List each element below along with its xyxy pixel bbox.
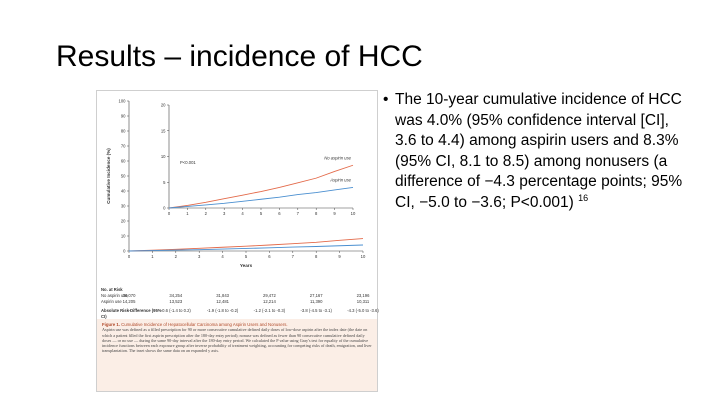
y-tick-label: 0 [123, 249, 126, 254]
inset-y-tick-label: 10 [161, 154, 166, 159]
x-tick-label: 6 [268, 254, 271, 259]
bullet-item: • The 10-year cumulative incidence of HC… [383, 90, 683, 214]
risk-difference-cell: -0.6 (-1.4 to 0.2) [160, 308, 191, 313]
y-tick-label: 40 [121, 189, 126, 194]
x-tick-label: 8 [315, 254, 318, 259]
figure-title: Cumulative Incidence of Hepatocellular C… [121, 322, 288, 327]
inset-y-tick-label: 5 [163, 180, 166, 185]
x-axis-label: Years [240, 263, 253, 268]
x-tick-label: 9 [338, 254, 341, 259]
inset-x-tick-label: 5 [260, 211, 263, 216]
series-label: Aspirin use [329, 177, 351, 182]
risk-cell: 27,167 [309, 293, 323, 298]
figure-caption: Figure 1. Cumulative Incidence of Hepato… [97, 319, 377, 391]
figure-panel: 0 10 20 30 40 50 60 70 80 90 100 0 1 2 3 4 5 6 7 8 9 10 Years C… [96, 90, 379, 392]
risk-row-label: No aspirin use [101, 293, 128, 298]
y-tick-label: 90 [121, 114, 126, 119]
x-tick-label: 2 [175, 254, 178, 259]
x-tick-label: 0 [128, 254, 131, 259]
inset-x-tick-label: 6 [278, 211, 281, 216]
risk-row-aspirin: Aspirin use 14,205 13,523 12,481 12,214 11,3… [101, 299, 373, 305]
risk-cell: 23,196 [356, 293, 370, 298]
y-tick-label: 100 [119, 99, 127, 104]
risk-difference-row: Absolute Risk Difference (95% CI) — -0.6 … [101, 308, 379, 319]
inset-x-tick-label: 10 [351, 211, 356, 216]
y-tick-label: 60 [121, 159, 126, 164]
risk-difference-cell: -1.9 (-1.8 to -0.2) [206, 308, 239, 313]
inset-x-tick-label: 9 [333, 211, 336, 216]
risk-table: No. at Risk No aspirin use 36,070 34,254 3… [101, 287, 379, 319]
inset-x-tick-label: 1 [186, 211, 189, 216]
risk-difference-cell: -4.3 (-5.0 to -3.6) [347, 308, 379, 313]
x-tick-label: 3 [198, 254, 201, 259]
inset-y-tick-label: 20 [161, 103, 166, 108]
inset-y-tick-label: 15 [161, 128, 166, 133]
risk-difference-cell: — [126, 308, 132, 313]
y-tick-label: 70 [121, 144, 126, 149]
inset-x-tick-label: 8 [315, 211, 318, 216]
y-tick-label: 20 [121, 219, 126, 224]
inset-x-tick-label: 7 [297, 211, 300, 216]
figure-label: Figure 1. [102, 322, 120, 327]
risk-cell: 29,472 [262, 293, 276, 298]
y-tick-label: 10 [121, 234, 126, 239]
x-tick-label: 7 [292, 254, 295, 259]
inset-x-tick-label: 2 [205, 211, 208, 216]
risk-difference-cell: -1.2 (-2.1 to -0.3) [253, 308, 286, 313]
risk-row-label: Aspirin use [101, 299, 122, 304]
risk-cell: 31,843 [216, 293, 229, 298]
bullet-text: The 10-year cumulative incidence of HCC … [395, 91, 683, 211]
risk-row-no-aspirin: No aspirin use 36,070 34,254 31,843 29,472 2… [101, 293, 373, 299]
risk-cell: 36,070 [122, 293, 136, 298]
risk-cell: 34,254 [169, 293, 183, 298]
inset-x-tick-label: 4 [241, 211, 244, 216]
p-value-annotation: P<0.001 [180, 160, 196, 165]
series-label: No aspirin use [324, 155, 351, 160]
inset-y-tick-label: 0 [163, 206, 166, 211]
x-tick-label: 10 [361, 254, 366, 259]
risk-difference-label: Absolute Risk Difference (95% CI) [101, 308, 162, 319]
risk-cell: 13,523 [169, 299, 183, 304]
y-axis-label: Cumulative Incidence (%) [106, 148, 111, 204]
y-tick-label: 80 [121, 129, 126, 134]
bullet-list: • The 10-year cumulative incidence of HC… [383, 90, 683, 214]
risk-cell: 14,205 [122, 299, 136, 304]
bullet-icon: • [383, 91, 389, 108]
citation-ref: 16 [578, 192, 589, 203]
slide-title: Results – incidence of HCC [56, 40, 423, 73]
risk-cell: 11,390 [309, 299, 323, 304]
inset-series-line-aspirin-use [168, 186, 354, 209]
y-tick-label: 50 [121, 174, 126, 179]
inset-x-tick-label: 0 [168, 211, 171, 216]
x-tick-label: 4 [221, 254, 224, 259]
inset-x-tick-label: 3 [223, 211, 226, 216]
inset-background [155, 101, 359, 220]
risk-cell: 10,311 [356, 299, 370, 304]
x-tick-label: 1 [151, 254, 154, 259]
series-line-no-aspirin-use [128, 238, 364, 252]
y-tick-label: 30 [121, 204, 126, 209]
risk-cell: 12,481 [216, 299, 229, 304]
risk-difference-cell: -3.8 (-4.5 to -3.1) [300, 308, 332, 313]
caption-body: Aspirin use was defined as a filled pres… [102, 327, 372, 354]
x-tick-label: 5 [245, 254, 248, 259]
inset-series-line-no-aspirin-use [168, 164, 354, 209]
risk-table-header: No. at Risk [101, 287, 123, 292]
series-line-aspirin-use [128, 244, 364, 252]
risk-cell: 12,214 [262, 299, 276, 304]
